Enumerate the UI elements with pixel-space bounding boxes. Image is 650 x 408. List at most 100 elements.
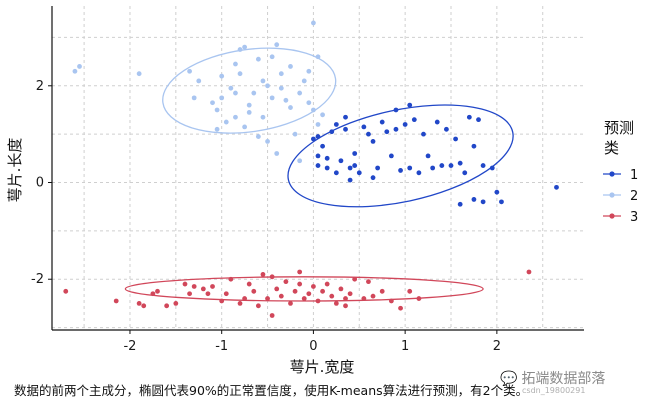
data-point-1 [393, 126, 399, 132]
data-point-1 [448, 163, 454, 168]
data-point-1 [356, 170, 362, 176]
data-point-3 [269, 274, 275, 280]
data-point-1 [347, 177, 353, 183]
legend-key-point-1 [609, 171, 615, 177]
data-point-1 [462, 170, 468, 176]
x-tick-label: 2 [493, 339, 501, 354]
data-point-3 [343, 303, 348, 309]
data-point-3 [526, 269, 532, 275]
data-point-1 [411, 117, 417, 123]
data-point-3 [315, 298, 321, 304]
data-point-1 [343, 114, 348, 120]
data-point-1 [471, 197, 477, 202]
data-point-1 [370, 175, 376, 181]
data-point-3 [283, 279, 289, 285]
data-point-3 [164, 303, 170, 309]
data-point-1 [320, 143, 325, 149]
data-point-3 [113, 298, 119, 304]
data-point-1 [407, 102, 413, 108]
data-point-1 [476, 117, 481, 123]
data-point-2 [274, 42, 280, 48]
data-point-3 [200, 286, 206, 292]
x-tick-label: -1 [215, 339, 228, 354]
data-point-3 [246, 281, 252, 287]
data-point-1 [352, 151, 358, 156]
legend: 预测 类 1 2 3 [603, 119, 638, 225]
data-point-3 [182, 281, 188, 287]
data-point-3 [398, 305, 403, 311]
confidence-ellipses [124, 47, 514, 302]
data-point-3 [205, 291, 211, 297]
data-point-2 [214, 107, 220, 113]
data-point-3 [219, 298, 225, 304]
data-point-2 [233, 61, 238, 67]
y-tick-label: -2 [31, 272, 44, 287]
data-point-2 [306, 100, 312, 106]
data-point-2 [242, 44, 248, 50]
data-point-3 [223, 291, 229, 297]
data-point-2 [283, 97, 289, 103]
data-point-2 [278, 85, 284, 91]
data-point-1 [384, 129, 390, 135]
data-point-2 [274, 151, 280, 156]
data-point-3 [366, 279, 371, 285]
data-point-1 [499, 199, 504, 205]
data-point-2 [320, 112, 325, 118]
data-point-3 [155, 288, 160, 294]
data-point-2 [187, 68, 192, 74]
data-point-2 [301, 78, 307, 84]
data-point-3 [228, 276, 234, 282]
data-point-1 [466, 114, 472, 120]
axes [51, 6, 584, 331]
data-point-3 [191, 284, 197, 289]
confidence-ellipse-1 [287, 104, 514, 208]
data-point-2 [242, 124, 248, 130]
data-point-1 [375, 165, 381, 171]
data-point-1 [347, 165, 353, 171]
data-point-1 [402, 122, 408, 127]
data-point-2 [214, 126, 220, 132]
data-point-1 [343, 126, 348, 132]
data-point-3 [347, 291, 353, 297]
data-point-1 [398, 168, 403, 173]
data-point-3 [306, 291, 312, 297]
y-axis-title: 萼片.长度 [6, 138, 24, 203]
data-point-1 [366, 131, 371, 137]
legend-label-3: 3 [630, 210, 638, 225]
data-point-3 [265, 296, 270, 301]
data-point-3 [255, 303, 261, 309]
data-point-1 [554, 184, 559, 190]
data-point-2 [237, 71, 243, 77]
data-point-1 [329, 129, 335, 135]
grid [52, 6, 584, 330]
data-point-1 [333, 122, 339, 127]
data-point-2 [288, 64, 293, 69]
x-tick-label: -2 [123, 339, 136, 354]
data-point-3 [274, 286, 280, 292]
data-point-1 [315, 153, 321, 159]
data-point-2 [260, 78, 266, 84]
data-point-1 [471, 143, 477, 149]
tick-labels: -2 -1 0 1 2 -2 0 2 [31, 79, 501, 354]
data-point-2 [315, 122, 321, 127]
data-point-2 [219, 73, 225, 79]
data-point-2 [237, 47, 243, 52]
data-point-1 [480, 163, 486, 168]
y-tick-label: 2 [36, 79, 44, 94]
legend-label-2: 2 [630, 189, 638, 204]
data-point-2 [255, 56, 261, 62]
data-point-2 [288, 105, 293, 110]
data-point-2 [265, 83, 270, 89]
data-point-3 [301, 296, 307, 301]
data-point-2 [315, 54, 321, 60]
data-point-3 [297, 281, 303, 287]
data-point-2 [306, 68, 312, 74]
data-point-1 [315, 134, 321, 139]
legend-key-point-2 [609, 192, 615, 198]
data-point-3 [150, 291, 156, 297]
data-point-3 [141, 303, 147, 309]
confidence-ellipse-3 [124, 276, 484, 302]
data-point-3 [260, 271, 266, 277]
data-point-2 [269, 95, 275, 101]
